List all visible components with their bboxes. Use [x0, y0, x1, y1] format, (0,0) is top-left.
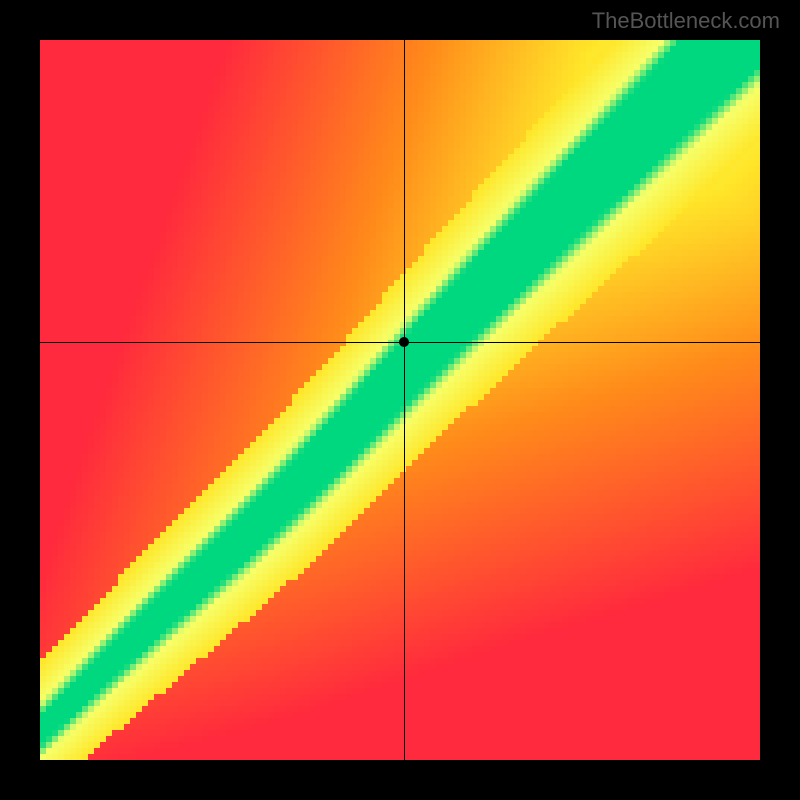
crosshair-vertical [404, 40, 405, 760]
heatmap-canvas [40, 40, 760, 760]
intersection-marker [399, 337, 409, 347]
watermark-text: TheBottleneck.com [592, 8, 780, 34]
heatmap-plot [40, 40, 760, 760]
